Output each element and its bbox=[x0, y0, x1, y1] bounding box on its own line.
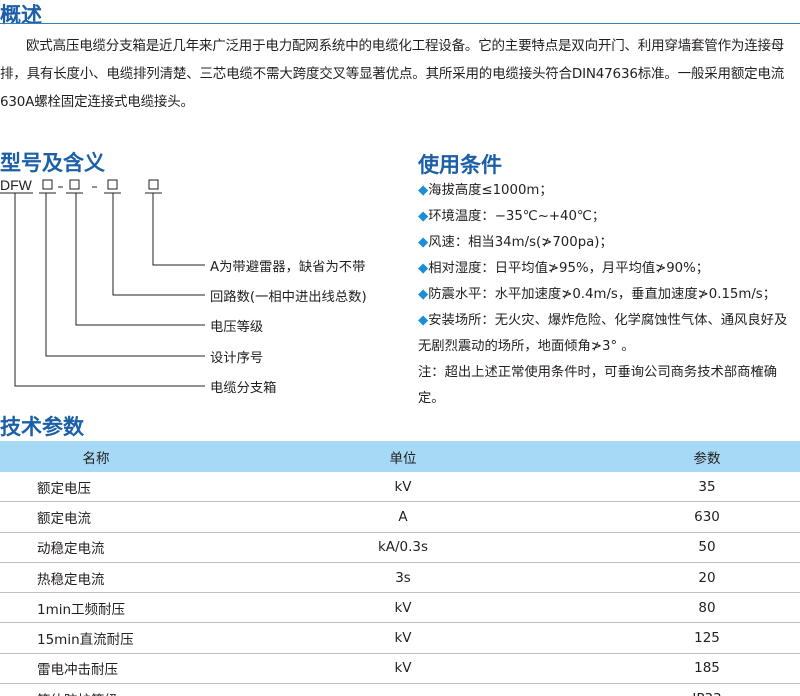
meaning-design: 设计序号 bbox=[210, 351, 264, 366]
table-row: 额定电压 kV 35 bbox=[0, 472, 800, 503]
cell-value: 185 bbox=[614, 653, 800, 685]
table-header-row: 名称 单位 参数 bbox=[0, 441, 800, 472]
diamond-bullet-icon: ◆ bbox=[418, 313, 429, 328]
header-value: 参数 bbox=[614, 441, 800, 472]
slot-box-4 bbox=[148, 179, 159, 190]
conditions-note: 注：超出上述正常使用条件时，可垂询公司商务技术部商榷确定。 bbox=[418, 365, 778, 406]
cell-value: IP33 bbox=[614, 683, 800, 696]
slot-box-3 bbox=[107, 179, 118, 190]
cell-name: 1min工频耐压 bbox=[0, 592, 192, 624]
cell-unit: kV bbox=[192, 653, 614, 685]
cell-unit: kV bbox=[192, 472, 614, 503]
cell-unit: A bbox=[192, 501, 614, 533]
condition-item: ◆防震水平：水平加速度≯0.4m/s，垂直加速度≯0.15m/s； bbox=[418, 287, 777, 302]
condition-item: ◆相对湿度：日平均值≯95%，月平均值≯90%； bbox=[418, 261, 710, 276]
model-diagram: DFW bbox=[0, 177, 205, 387]
meaning-voltage: 电压等级 bbox=[210, 320, 264, 335]
cell-value: 630 bbox=[614, 501, 800, 533]
cell-value: 20 bbox=[614, 562, 800, 594]
meaning-circuits: 回路数(一相中进出线总数) bbox=[210, 290, 367, 305]
cell-name: 额定电流 bbox=[0, 501, 192, 533]
cell-unit: kV bbox=[192, 622, 614, 654]
cell-name: 动稳定电流 bbox=[0, 532, 192, 563]
leader-line-lightning bbox=[152, 193, 205, 266]
condition-item: ◆海拔高度≤1000m； bbox=[418, 183, 553, 198]
meaning-product: 电缆分支箱 bbox=[210, 381, 277, 396]
diamond-bullet-icon: ◆ bbox=[418, 183, 429, 198]
slot-box-2 bbox=[69, 179, 80, 190]
cell-name: 热稳定电流 bbox=[0, 562, 192, 594]
diamond-bullet-icon: ◆ bbox=[418, 261, 429, 276]
slot-box-1 bbox=[42, 179, 53, 190]
title-divider bbox=[0, 23, 800, 24]
specs-table: 名称 单位 参数 额定电压 kV 35 额定电流 A 630 动稳定电流 kA/0.3s 50 热… bbox=[0, 441, 800, 696]
meaning-lightning: A为带避雷器，缺省为不带 bbox=[210, 260, 366, 275]
header-name: 名称 bbox=[0, 441, 192, 472]
leader-line-circuits bbox=[112, 193, 205, 296]
header-unit: 单位 bbox=[192, 441, 614, 472]
cell-name: 15min直流耐压 bbox=[0, 622, 192, 654]
specs-title: 技术参数 bbox=[0, 415, 84, 439]
conditions-list: ◆海拔高度≤1000m； ◆环境温度：−35℃~+40℃； ◆风速：相当34m/… bbox=[418, 178, 800, 412]
condition-item: ◆安装场所：无火灾、爆炸危险、化学腐蚀性气体、通风良好及无剧烈震动的场所，地面倾… bbox=[418, 313, 788, 354]
cell-name: 雷电冲击耐压 bbox=[0, 653, 192, 685]
table-row: 雷电冲击耐压 kV 185 bbox=[0, 653, 800, 685]
cell-value: 125 bbox=[614, 622, 800, 654]
cell-name: 箱体防护等级 bbox=[0, 683, 192, 696]
table-row: 额定电流 A 630 bbox=[0, 501, 800, 533]
table-row: 动稳定电流 kA/0.3s 50 bbox=[0, 532, 800, 563]
model-title: 型号及含义 bbox=[0, 151, 105, 175]
conditions-title: 使用条件 bbox=[418, 153, 502, 177]
table-row: 热稳定电流 3s 20 bbox=[0, 562, 800, 594]
cell-unit: 3s bbox=[192, 562, 614, 594]
overview-text: 欧式高压电缆分支箱是近几年来广泛用于电力配网系统中的电缆化工程设备。它的主要特点… bbox=[0, 38, 785, 110]
table-row: 15min直流耐压 kV 125 bbox=[0, 622, 800, 654]
cell-unit: kV bbox=[192, 592, 614, 624]
leader-line-design bbox=[45, 193, 205, 357]
cell-value: 35 bbox=[614, 472, 800, 503]
cell-unit: kA/0.3s bbox=[192, 532, 614, 563]
condition-item: ◆风速：相当34m/s(≯700pa)； bbox=[418, 235, 613, 250]
cell-name: 额定电压 bbox=[0, 472, 192, 503]
cell-unit bbox=[192, 683, 614, 696]
cell-value: 80 bbox=[614, 592, 800, 624]
table-row: 1min工频耐压 kV 80 bbox=[0, 592, 800, 624]
model-prefix: DFW bbox=[0, 177, 33, 193]
leader-line-voltage bbox=[75, 193, 205, 326]
table-row: 箱体防护等级 IP33 bbox=[0, 683, 800, 696]
condition-item: ◆环境温度：−35℃~+40℃； bbox=[418, 209, 606, 224]
cell-value: 50 bbox=[614, 532, 800, 563]
diamond-bullet-icon: ◆ bbox=[418, 287, 429, 302]
diamond-bullet-icon: ◆ bbox=[418, 235, 429, 250]
leader-line-product bbox=[14, 193, 205, 387]
overview-title: 概述 bbox=[0, 3, 42, 27]
diamond-bullet-icon: ◆ bbox=[418, 209, 429, 224]
